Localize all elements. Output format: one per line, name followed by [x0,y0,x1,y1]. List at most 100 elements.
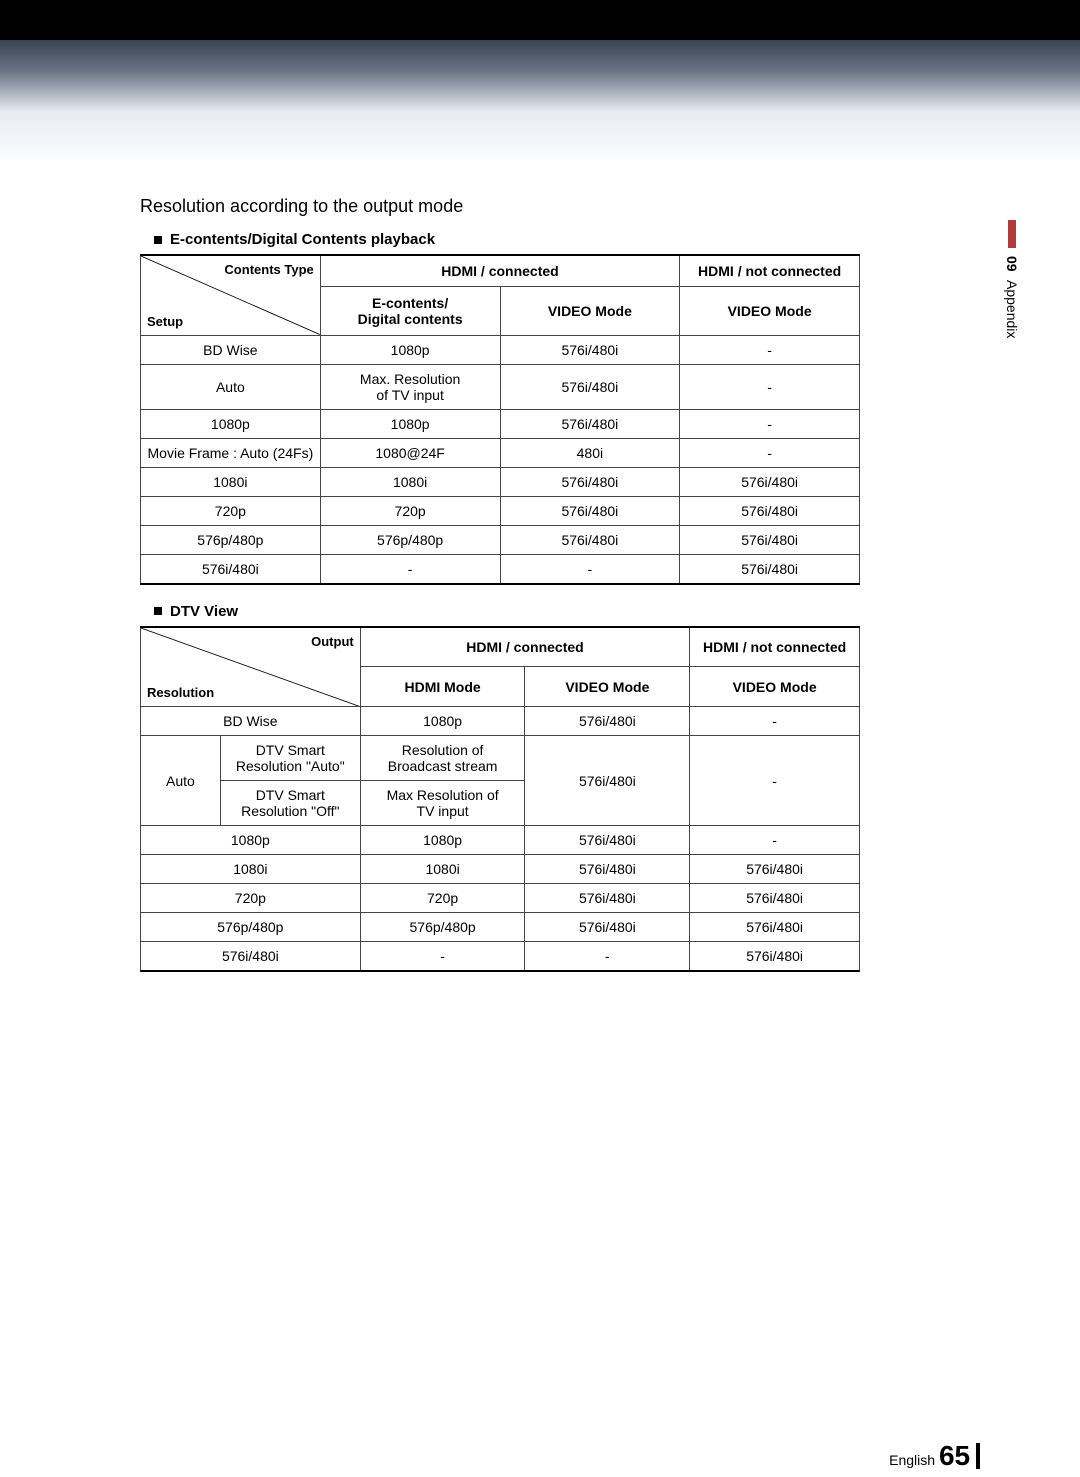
cell-res: 720p [141,884,361,913]
cell-res: 576p/480p [141,913,361,942]
text: Broadcast stream [388,758,498,774]
table-row: 576p/480p 576p/480p 576i/480i 576i/480i [141,913,860,942]
diagonal-header-1: Contents Type Setup [141,255,321,335]
page-banner [0,0,1080,160]
cell: 576i/480i [500,496,680,525]
cell: 720p [360,884,525,913]
footer-page: 65 [939,1440,970,1471]
table-row: BD Wise 1080p 576i/480i - [141,335,860,364]
cell: 576i/480i [690,884,860,913]
table-econtents: Contents Type Setup HDMI / connected HDM… [140,254,860,585]
table-row: Auto DTV Smart Resolution "Auto" Resolut… [141,736,860,781]
cell-setup: 576i/480i [141,554,321,584]
cell: - [525,942,690,972]
table-row: 1080p 1080p 576i/480i - [141,409,860,438]
cell-setup: Movie Frame : Auto (24Fs) [141,438,321,467]
cell: 720p [320,496,500,525]
table-row: 1080i 1080i 576i/480i 576i/480i [141,467,860,496]
cell: 576i/480i [525,855,690,884]
table-row: 1080p 1080p 576i/480i - [141,826,860,855]
cell-auto: Auto [141,736,221,826]
cell: - [690,707,860,736]
table-row: 1080i 1080i 576i/480i 576i/480i [141,855,860,884]
table-row: BD Wise 1080p 576i/480i - [141,707,860,736]
table-row: 576p/480p 576p/480p 576i/480i 576i/480i [141,525,860,554]
cell: 576i/480i [680,525,860,554]
diag2-bottom: Resolution [147,685,214,700]
cell: - [680,438,860,467]
cell: 1080i [360,855,525,884]
cell: 576i/480i [500,335,680,364]
cell: Max Resolution of TV input [360,781,525,826]
cell-setup: BD Wise [141,335,321,364]
hdr-hdmi-connected-1: HDMI / connected [320,255,679,287]
text: DTV Smart [256,787,325,803]
diag1-bottom: Setup [147,314,183,329]
cell: 576i/480i [525,913,690,942]
cell: 480i [500,438,680,467]
cell: 576p/480p [360,913,525,942]
bullet-icon [154,236,162,244]
cell: 576i/480i [500,364,680,409]
table-row: 576i/480i - - 576i/480i [141,942,860,972]
section1-title: E-contents/Digital Contents playback [170,231,435,248]
cell: - [690,736,860,826]
cell: Resolution of Broadcast stream [360,736,525,781]
cell-res: 1080p [141,826,361,855]
diag2-top: Output [311,634,354,649]
cell: 1080p [320,409,500,438]
cell-setup: 720p [141,496,321,525]
cell-setup: 1080p [141,409,321,438]
cell: - [690,826,860,855]
hdr-video-mode-1a: VIDEO Mode [500,287,680,335]
table-row: 576i/480i - - 576i/480i [141,554,860,584]
text: Resolution "Off" [241,803,339,819]
text: DTV Smart [256,742,325,758]
cell: - [680,335,860,364]
page-footer: English 65 [0,1440,1080,1472]
cell: 576i/480i [525,884,690,913]
cell: 576i/480i [500,525,680,554]
cell-setup: 1080i [141,467,321,496]
diag1-top: Contents Type [224,262,313,277]
section1-title-row: E-contents/Digital Contents playback [154,231,980,248]
table-row: 720p 720p 576i/480i 576i/480i [141,884,860,913]
cell: 576i/480i [525,826,690,855]
bullet-icon [154,607,162,615]
cell: 576p/480p [320,525,500,554]
cell-setup: Auto [141,364,321,409]
text: Resolution "Auto" [236,758,345,774]
hdr-econtents-a: E-contents/ [372,295,448,311]
table-row: 720p 720p 576i/480i 576i/480i [141,496,860,525]
cell: 1080p [360,826,525,855]
page-content: 09 Appendix Resolution according to the … [0,160,1080,1020]
cell: 576i/480i [680,496,860,525]
hdr-video-mode-2a: VIDEO Mode [525,667,690,707]
hdr-econtents: E-contents/ Digital contents [320,287,500,335]
cell: 576i/480i [525,707,690,736]
hdr-video-mode-2b: VIDEO Mode [690,667,860,707]
footer-language: English [889,1452,935,1468]
cell: 576i/480i [500,409,680,438]
section2-title: DTV View [170,603,238,620]
chapter-bar [1008,220,1016,248]
cell: 576i/480i [690,942,860,972]
cell-res: 576i/480i [141,942,361,972]
cell: 576i/480i [690,913,860,942]
cell: 576i/480i [680,467,860,496]
hdr-hdmi-mode: HDMI Mode [360,667,525,707]
table-row: Movie Frame : Auto (24Fs) 1080@24F 480i … [141,438,860,467]
cell: - [500,554,680,584]
text: Resolution of [402,742,484,758]
hdr-video-mode-1b: VIDEO Mode [680,287,860,335]
cell: - [320,554,500,584]
hdr-hdmi-not-connected-2: HDMI / not connected [690,627,860,667]
chapter-label: Appendix [1004,280,1020,338]
cell-auto-sub: DTV Smart Resolution "Auto" [220,736,360,781]
table-row: Auto Max. Resolution of TV input 576i/48… [141,364,860,409]
hdr-hdmi-connected-2: HDMI / connected [360,627,690,667]
cell: 1080@24F [320,438,500,467]
text: Max Resolution of [387,787,499,803]
text: of TV input [376,387,443,403]
cell-auto-sub: DTV Smart Resolution "Off" [220,781,360,826]
